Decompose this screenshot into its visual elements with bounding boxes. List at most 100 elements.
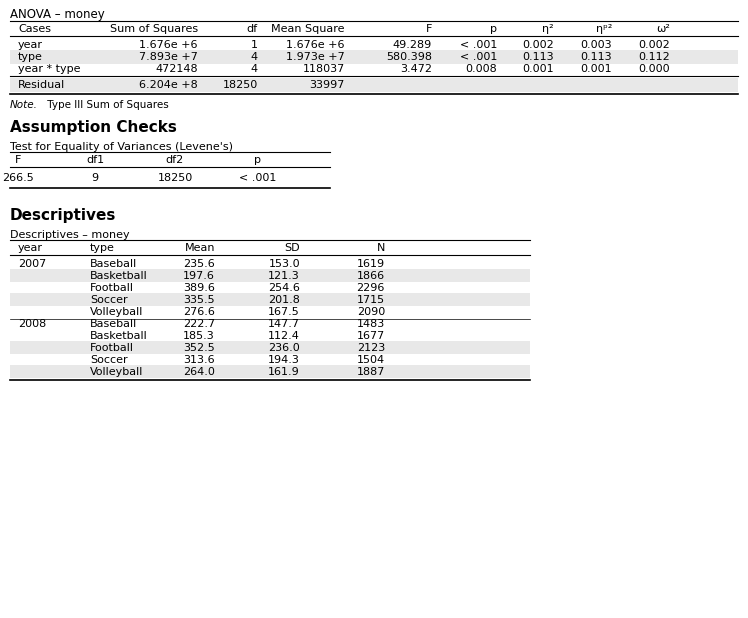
Text: 197.6: 197.6 [183, 271, 215, 281]
Text: 266.5: 266.5 [2, 173, 34, 183]
Text: 1619: 1619 [357, 259, 385, 269]
Text: Descriptives: Descriptives [10, 208, 117, 223]
Text: 1504: 1504 [357, 355, 385, 365]
Text: 1677: 1677 [357, 331, 385, 341]
Text: 2123: 2123 [357, 343, 385, 353]
Text: 118037: 118037 [303, 64, 345, 74]
Text: 6.204e +8: 6.204e +8 [139, 80, 198, 90]
Text: 167.5: 167.5 [269, 307, 300, 317]
Text: 3.472: 3.472 [400, 64, 432, 74]
Text: 2296: 2296 [357, 283, 385, 293]
Text: Basketball: Basketball [90, 271, 148, 281]
Text: Baseball: Baseball [90, 319, 137, 329]
Text: Soccer: Soccer [90, 295, 128, 305]
Text: 0.002: 0.002 [638, 40, 670, 50]
Text: 194.3: 194.3 [268, 355, 300, 365]
Text: SD: SD [284, 243, 300, 253]
Text: < .001: < .001 [239, 173, 277, 183]
Text: 121.3: 121.3 [269, 271, 300, 281]
Bar [10, 341, 530, 354]
Text: Assumption Checks: Assumption Checks [10, 120, 177, 135]
Text: 0.001: 0.001 [522, 64, 554, 74]
Text: 49.289: 49.289 [393, 40, 432, 50]
Text: 0.112: 0.112 [638, 52, 670, 62]
Text: 2007: 2007 [18, 259, 46, 269]
Text: 472148: 472148 [156, 64, 198, 74]
Text: 1715: 1715 [357, 295, 385, 305]
Text: Test for Equality of Variances (Levene's): Test for Equality of Variances (Levene's… [10, 142, 233, 152]
Text: type: type [18, 52, 43, 62]
Bar [10, 50, 738, 64]
Text: 161.9: 161.9 [269, 367, 300, 377]
Text: < .001: < .001 [459, 52, 497, 62]
Text: ω²: ω² [656, 24, 670, 34]
Bar [10, 269, 530, 282]
Text: 254.6: 254.6 [268, 283, 300, 293]
Text: 7.893e +7: 7.893e +7 [139, 52, 198, 62]
Text: 276.6: 276.6 [183, 307, 215, 317]
Text: Basketball: Basketball [90, 331, 148, 341]
Text: ANOVA – money: ANOVA – money [10, 8, 105, 21]
Text: 33997: 33997 [310, 80, 345, 90]
Text: 1.973e +7: 1.973e +7 [286, 52, 345, 62]
Text: type: type [90, 243, 115, 253]
Text: 201.8: 201.8 [268, 295, 300, 305]
Text: 0.001: 0.001 [580, 64, 612, 74]
Text: 2090: 2090 [357, 307, 385, 317]
Text: 0.002: 0.002 [522, 40, 554, 50]
Text: 4: 4 [251, 52, 258, 62]
Text: 112.4: 112.4 [268, 331, 300, 341]
Bar [10, 78, 738, 92]
Text: 0.000: 0.000 [638, 64, 670, 74]
Text: Mean Square: Mean Square [272, 24, 345, 34]
Text: df1: df1 [86, 155, 104, 165]
Text: 4: 4 [251, 64, 258, 74]
Text: 1866: 1866 [357, 271, 385, 281]
Text: Baseball: Baseball [90, 259, 137, 269]
Text: 18250: 18250 [223, 80, 258, 90]
Text: 1.676e +6: 1.676e +6 [139, 40, 198, 50]
Text: Football: Football [90, 283, 134, 293]
Text: Soccer: Soccer [90, 355, 128, 365]
Text: F: F [426, 24, 432, 34]
Text: 1887: 1887 [357, 367, 385, 377]
Text: df: df [247, 24, 258, 34]
Text: 0.113: 0.113 [522, 52, 554, 62]
Text: df2: df2 [166, 155, 184, 165]
Text: p: p [490, 24, 497, 34]
Text: 1: 1 [251, 40, 258, 50]
Text: Type III Sum of Squares: Type III Sum of Squares [44, 100, 169, 110]
Text: Football: Football [90, 343, 134, 353]
Text: 185.3: 185.3 [183, 331, 215, 341]
Text: 0.003: 0.003 [580, 40, 612, 50]
Text: 9: 9 [91, 173, 99, 183]
Text: 1483: 1483 [357, 319, 385, 329]
Text: 0.008: 0.008 [465, 64, 497, 74]
Text: η²: η² [542, 24, 554, 34]
Text: 352.5: 352.5 [183, 343, 215, 353]
Text: Cases: Cases [18, 24, 51, 34]
Text: 264.0: 264.0 [183, 367, 215, 377]
Text: Mean: Mean [185, 243, 215, 253]
Text: 313.6: 313.6 [183, 355, 215, 365]
Text: 235.6: 235.6 [183, 259, 215, 269]
Text: 1.676e +6: 1.676e +6 [286, 40, 345, 50]
Text: 2008: 2008 [18, 319, 46, 329]
Text: 153.0: 153.0 [269, 259, 300, 269]
Text: N: N [377, 243, 385, 253]
Text: Volleyball: Volleyball [90, 367, 144, 377]
Text: Sum of Squares: Sum of Squares [110, 24, 198, 34]
Text: Descriptives – money: Descriptives – money [10, 230, 129, 240]
Text: F: F [15, 155, 21, 165]
Text: ηᵖ²: ηᵖ² [595, 24, 612, 34]
Text: 222.7: 222.7 [183, 319, 215, 329]
Text: p: p [254, 155, 262, 165]
Text: 389.6: 389.6 [183, 283, 215, 293]
Text: < .001: < .001 [459, 40, 497, 50]
Text: 236.0: 236.0 [269, 343, 300, 353]
Text: year: year [18, 40, 43, 50]
Text: Volleyball: Volleyball [90, 307, 144, 317]
Text: Residual: Residual [18, 80, 65, 90]
Text: year * type: year * type [18, 64, 81, 74]
Text: 147.7: 147.7 [268, 319, 300, 329]
